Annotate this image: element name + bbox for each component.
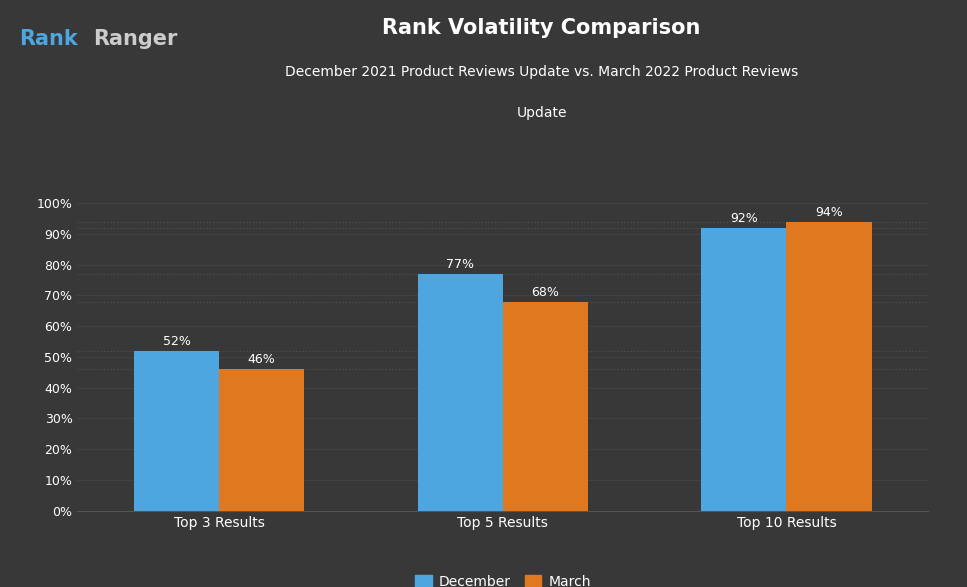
Text: Rank: Rank: [19, 29, 78, 49]
Bar: [418, 274, 503, 511]
Bar: [701, 228, 786, 511]
Text: 46%: 46%: [248, 353, 276, 366]
Legend: December, March: December, March: [409, 569, 597, 587]
Bar: [134, 351, 220, 511]
Bar: [786, 222, 871, 511]
Text: Ranger: Ranger: [93, 29, 177, 49]
Text: 92%: 92%: [730, 212, 758, 225]
Bar: [220, 369, 305, 511]
Text: 94%: 94%: [815, 205, 843, 218]
Text: 68%: 68%: [532, 285, 559, 299]
Text: Rank Volatility Comparison: Rank Volatility Comparison: [382, 18, 701, 38]
Text: Update: Update: [516, 106, 567, 120]
Text: 77%: 77%: [447, 258, 474, 271]
Text: December 2021 Product Reviews Update vs. March 2022 Product Reviews: December 2021 Product Reviews Update vs.…: [285, 65, 798, 79]
Text: 52%: 52%: [162, 335, 190, 348]
Bar: [503, 302, 588, 511]
